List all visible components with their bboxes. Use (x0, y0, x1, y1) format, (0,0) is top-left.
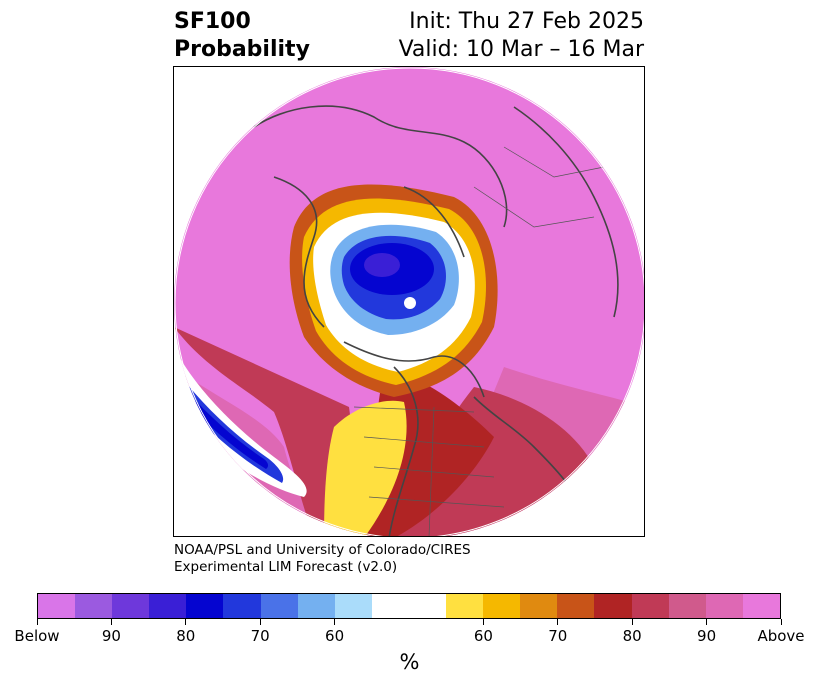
colorbar-tick-label: 60 (325, 627, 345, 645)
init-date: Init: Thu 27 Feb 2025 (409, 9, 644, 34)
colorbar (37, 593, 781, 619)
borders (353, 146, 605, 536)
colorbar-segment (520, 594, 558, 618)
colorbar-segment (38, 594, 76, 618)
valid-date: Valid: 10 Mar – 16 Mar (398, 37, 644, 62)
colorbar-segment (594, 594, 632, 618)
colorbar-segment (75, 594, 113, 618)
colorbar-tick-label: 70 (548, 627, 568, 645)
colorbar-tick-label: Above (757, 627, 805, 645)
colorbar-segment (557, 594, 595, 618)
colorbar-segment (112, 594, 150, 618)
colorbar-segment (186, 594, 224, 618)
colorbar-tick-label: 60 (473, 627, 493, 645)
colorbar-segment (149, 594, 187, 618)
colorbar-segment (742, 594, 780, 618)
colorbar-tick-label: 90 (101, 627, 121, 645)
colorbar-segment (408, 594, 447, 618)
colorbar-tick-label: 70 (250, 627, 270, 645)
colorbar-tick-label: 90 (697, 627, 717, 645)
pole-hole (404, 297, 416, 309)
colorbar-tick (185, 619, 187, 625)
title-line1: SF100 (174, 9, 251, 34)
neutral-band-pacific (174, 347, 307, 497)
colorbar-tick (36, 619, 38, 625)
colorbar-segment (631, 594, 669, 618)
credit-line2: Experimental LIM Forecast (v2.0) (174, 559, 398, 575)
colorbar-tick (334, 619, 336, 625)
colorbar-segment (446, 594, 484, 618)
colorbar-segment (668, 594, 706, 618)
colorbar-tick (259, 619, 261, 625)
map-boundary (174, 67, 644, 536)
colorbar-tick (780, 619, 782, 625)
yellow-tongue (324, 400, 407, 536)
colorbar-tick (631, 619, 633, 625)
colorbar-unit: % (399, 650, 420, 674)
probability-map (174, 67, 644, 536)
colorbar-segment (483, 594, 521, 618)
map-panel (173, 66, 645, 537)
above-80-region-west (174, 327, 374, 536)
colorbar-segment (297, 594, 335, 618)
credit-text: NOAA/PSL and University of Colorado/CIRE… (174, 542, 471, 576)
below-far-core (364, 253, 400, 277)
title-line2: Probability (174, 37, 310, 62)
colorbar-tick (482, 619, 484, 625)
colorbar-tick (110, 619, 112, 625)
colorbar-segment (334, 594, 372, 618)
colorbar-segment (260, 594, 298, 618)
colorbar-tick-label: 80 (622, 627, 642, 645)
colorbar-tick-label: 80 (176, 627, 196, 645)
forecast-dates: Init: Thu 27 Feb 2025 Valid: 10 Mar – 16… (399, 8, 644, 64)
colorbar-tick (557, 619, 559, 625)
colorbar-tick (706, 619, 708, 625)
colorbar-segment (705, 594, 743, 618)
colorbar-segment (223, 594, 261, 618)
below-core-pacific (174, 377, 269, 469)
credit-line1: NOAA/PSL and University of Colorado/CIRE… (174, 542, 471, 558)
colorbar-tick-label: Below (14, 627, 60, 645)
colorbar-segment (371, 594, 409, 618)
chart-title: SF100 Probability (174, 8, 310, 64)
